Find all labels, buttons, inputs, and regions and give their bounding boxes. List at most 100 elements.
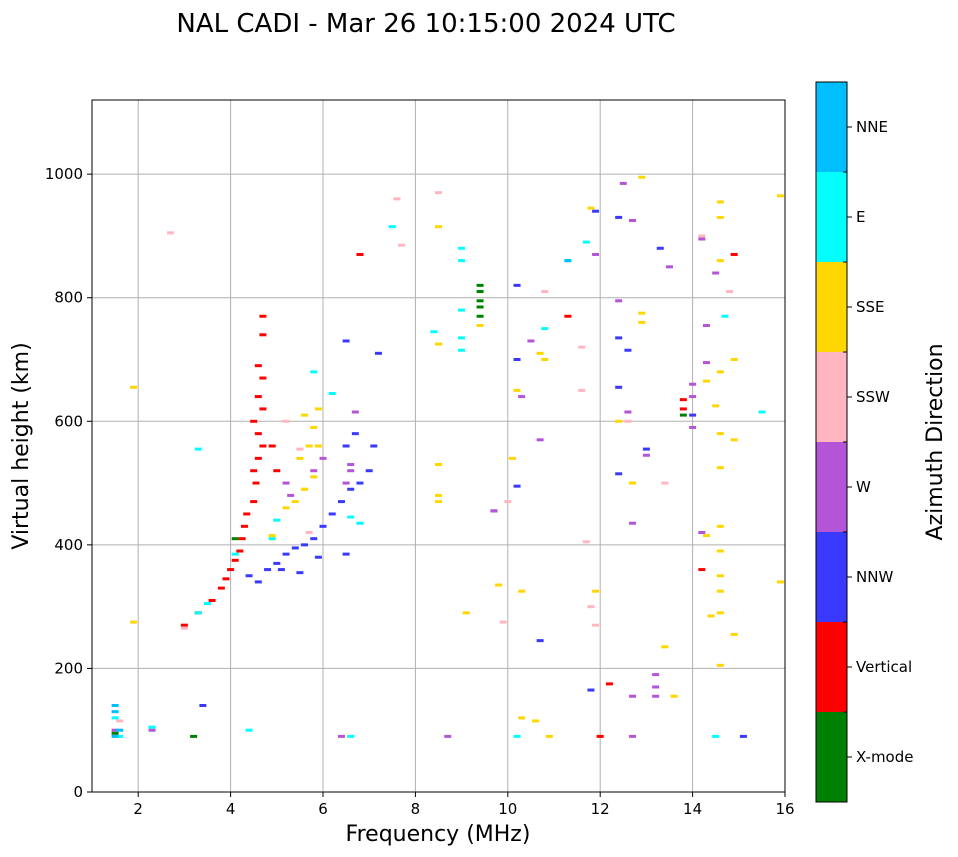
data-point-sse: [314, 407, 322, 411]
data-point-x-mode: [190, 734, 198, 738]
data-point-nnw: [615, 215, 623, 219]
colorbar-tick-label: Vertical: [856, 658, 912, 676]
data-point-e: [458, 308, 466, 312]
data-point-w: [342, 481, 350, 485]
data-point-x-mode: [476, 314, 484, 318]
data-point-nnw: [615, 472, 623, 476]
data-point-vertical: [679, 398, 687, 402]
data-point-sse: [130, 385, 138, 389]
colorbar-tick-label: SSE: [856, 298, 885, 316]
data-point-e: [204, 602, 211, 606]
data-point-ssw: [180, 626, 188, 630]
data-point-vertical: [250, 419, 258, 423]
data-point-nnw: [513, 283, 521, 287]
data-point-sse: [282, 506, 290, 510]
x-tick-label: 6: [318, 800, 328, 818]
data-point-sse: [296, 456, 304, 460]
data-point-sse: [435, 493, 442, 497]
y-axis-label: Virtual height (km): [9, 342, 34, 549]
data-point-e: [458, 348, 466, 352]
data-point-nnw: [656, 246, 664, 250]
data-point-sse: [291, 500, 299, 504]
colorbar-swatch-sse: [816, 262, 847, 352]
data-point-nnw: [328, 512, 336, 516]
data-point-nnw: [291, 546, 299, 550]
data-point-w: [624, 410, 632, 414]
data-point-ssw: [624, 419, 632, 423]
colorbar-tick-label: NNE: [856, 118, 888, 136]
data-point-w: [310, 469, 318, 473]
data-point-w: [689, 395, 697, 399]
colorbar-tick-label: SSW: [856, 388, 890, 406]
colorbar-label: Azimuth Direction: [923, 343, 948, 540]
data-point-e: [111, 716, 119, 720]
colorbar-swatch-w: [816, 442, 847, 532]
data-point-w: [347, 463, 355, 467]
colorbar-frame: [815, 81, 848, 803]
data-point-e: [541, 327, 549, 331]
colorbar-swatch-e: [816, 172, 847, 262]
data-point-nnw: [199, 704, 207, 707]
data-point-ssw: [592, 623, 600, 627]
data-point-vertical: [698, 568, 706, 572]
data-point-sse: [495, 583, 503, 587]
data-point-nnw: [365, 469, 373, 473]
data-point-vertical: [236, 549, 244, 553]
colorbar-swatch-vertical: [816, 622, 847, 712]
data-point-sse: [716, 663, 724, 667]
data-point-vertical: [259, 314, 267, 318]
data-point-nnw: [254, 580, 262, 584]
x-tick-label: 12: [591, 800, 610, 818]
data-point-nne: [111, 710, 119, 714]
data-point-nnw: [536, 639, 544, 643]
data-point-w: [652, 673, 660, 677]
data-point-e: [721, 314, 729, 318]
data-point-e: [116, 734, 124, 738]
data-point-w: [698, 237, 706, 241]
colorbar-swatch-ssw: [816, 352, 847, 442]
data-point-e: [268, 537, 276, 541]
data-point-nnw: [310, 537, 318, 541]
data-point-sse: [513, 388, 521, 392]
data-points: [111, 175, 784, 738]
data-point-x-mode: [476, 305, 484, 309]
data-point-vertical: [254, 395, 262, 399]
y-ticks: 0 200 400 600 800 1000: [45, 165, 92, 801]
data-point-ssw: [578, 388, 586, 392]
colorbar-tick-label: W: [856, 478, 871, 496]
data-point-e: [458, 246, 466, 250]
data-point-sse: [716, 611, 724, 615]
data-point-e: [194, 611, 202, 615]
data-point-x-mode: [111, 731, 119, 735]
data-point-w: [490, 509, 498, 513]
data-point-vertical: [217, 586, 225, 590]
data-point-x-mode: [476, 283, 484, 287]
data-point-nnw: [264, 568, 272, 572]
data-point-nnw: [374, 351, 382, 355]
x-tick-label: 14: [683, 800, 702, 818]
data-point-e: [328, 391, 336, 395]
data-point-sse: [638, 311, 646, 315]
data-point-e: [388, 225, 396, 229]
data-point-ssw: [296, 447, 304, 451]
data-point-sse: [716, 574, 724, 578]
data-point-nnw: [319, 524, 327, 528]
data-point-vertical: [180, 623, 188, 627]
data-point-sse: [716, 200, 724, 204]
data-point-e: [310, 370, 318, 374]
data-point-w: [702, 324, 710, 328]
data-point-w: [615, 299, 623, 303]
data-point-sse: [716, 432, 724, 436]
data-point-sse: [716, 259, 724, 263]
data-point-w: [351, 410, 359, 414]
data-point-e: [347, 734, 355, 738]
data-point-sse: [716, 370, 724, 374]
data-point-ssw: [116, 719, 124, 723]
data-point-vertical: [679, 407, 687, 411]
data-point-ssw: [393, 197, 401, 201]
data-point-nnw: [624, 348, 632, 352]
data-point-w: [666, 265, 673, 269]
data-point-sse: [702, 534, 710, 538]
data-point-vertical: [259, 407, 267, 411]
data-point-sse: [776, 580, 784, 584]
